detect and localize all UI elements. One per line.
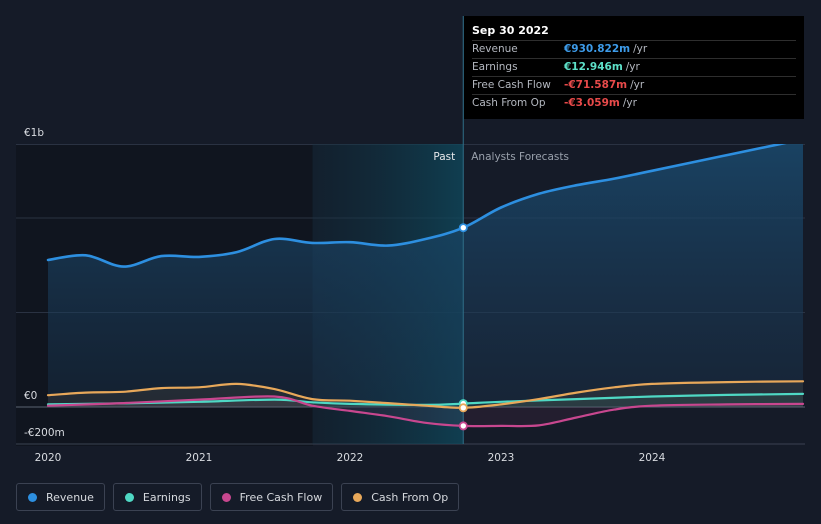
revenue-line bbox=[46, 144, 787, 268]
tooltip-unit: /yr bbox=[630, 79, 645, 91]
tooltip-row-cash-from-op: Cash From Op -€3.059m /yr bbox=[472, 94, 796, 112]
legend-dot-icon bbox=[124, 492, 134, 502]
tooltip-row-free-cash-flow: Free Cash Flow -€71.587m /yr bbox=[472, 76, 796, 94]
tooltip-value: €930.822m bbox=[564, 43, 631, 55]
tooltip-value: €12.946m bbox=[564, 61, 623, 73]
legend-label: Earnings bbox=[142, 490, 191, 504]
tooltip-label: Free Cash Flow bbox=[472, 79, 551, 91]
tooltip-unit: /yr bbox=[622, 97, 637, 109]
legend-dot-icon bbox=[353, 492, 363, 502]
tooltip-value: -€71.587m bbox=[564, 79, 628, 91]
x-tick-label: 2020 bbox=[35, 452, 62, 464]
legend: Revenue Earnings Free Cash Flow Cash Fro… bbox=[16, 483, 467, 511]
legend-label: Cash From Op bbox=[371, 490, 449, 504]
tooltip-value: -€3.059m bbox=[564, 97, 620, 109]
free-cash-flow-marker bbox=[458, 421, 468, 431]
tooltip-label: Earnings bbox=[472, 61, 518, 73]
x-tick-label: 2024 bbox=[639, 452, 666, 464]
x-tick-label: 2021 bbox=[186, 452, 213, 464]
revenue-area bbox=[48, 144, 803, 407]
legend-item-free-cash-flow[interactable]: Free Cash Flow bbox=[209, 483, 334, 511]
tooltip-unit: /yr bbox=[633, 43, 648, 55]
legend-dot-icon bbox=[28, 492, 37, 502]
legend-item-cash-from-op[interactable]: Cash From Op bbox=[341, 483, 460, 511]
past-label: Past bbox=[433, 151, 455, 163]
legend-item-earnings[interactable]: Earnings bbox=[112, 483, 202, 511]
tooltip-label: Revenue bbox=[472, 43, 518, 55]
legend-label: Revenue bbox=[46, 490, 94, 504]
legend-label: Free Cash Flow bbox=[239, 490, 323, 504]
free-cash-flow-line bbox=[46, 395, 805, 428]
revenue-marker bbox=[458, 223, 468, 233]
cash-from-op-line bbox=[46, 380, 805, 409]
y-tick-label: €1b bbox=[24, 127, 44, 139]
tooltip-row-revenue: Revenue €930.822m /yr bbox=[472, 40, 796, 58]
legend-dot-icon bbox=[221, 492, 231, 502]
tooltip-unit: /yr bbox=[625, 61, 640, 73]
tooltip: Sep 30 2022 Revenue €930.822m /yr Earnin… bbox=[464, 16, 804, 119]
tooltip-row-earnings: Earnings €12.946m /yr bbox=[472, 58, 796, 76]
tooltip-label: Cash From Op bbox=[472, 97, 546, 109]
y-tick-label: -€200m bbox=[24, 427, 65, 439]
y-tick-label: €0 bbox=[24, 390, 37, 402]
earnings-area bbox=[48, 393, 803, 407]
x-tick-label: 2022 bbox=[337, 452, 364, 464]
legend-item-revenue[interactable]: Revenue bbox=[16, 483, 105, 511]
x-tick-label: 2023 bbox=[488, 452, 515, 464]
forecast-label: Analysts Forecasts bbox=[471, 151, 569, 163]
free-cash-flow-area bbox=[48, 396, 803, 427]
cash-from-op-marker bbox=[458, 403, 468, 413]
tooltip-date: Sep 30 2022 bbox=[472, 24, 549, 37]
